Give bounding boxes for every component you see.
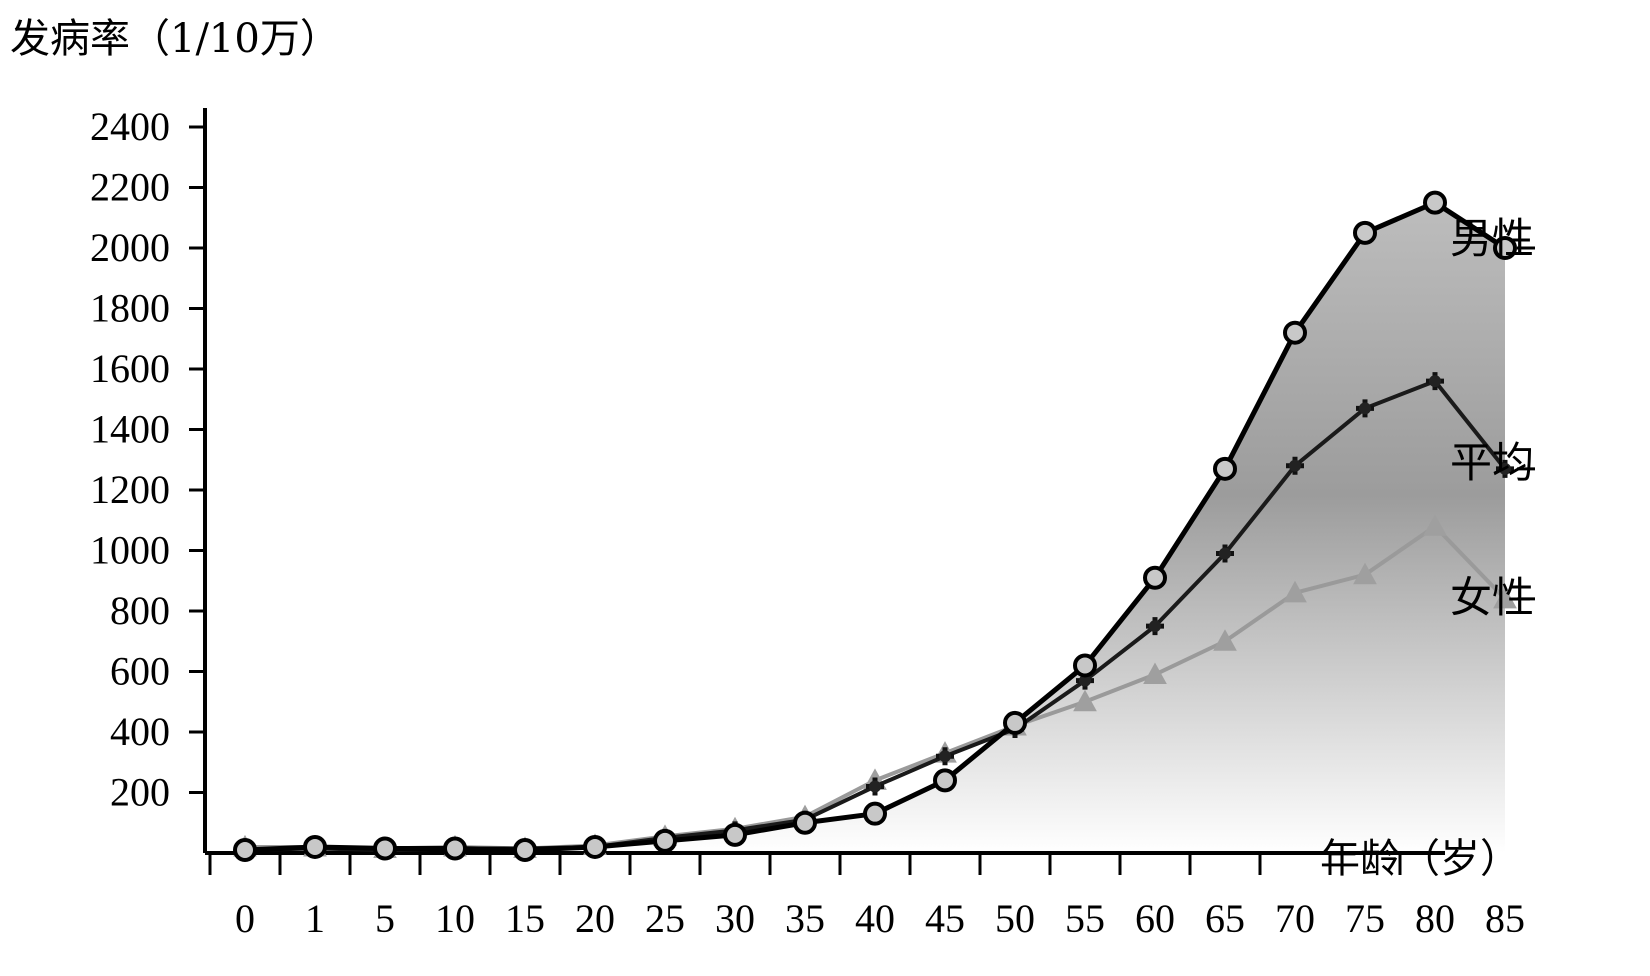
data-point-core: [1219, 547, 1231, 560]
x-tick-label: 45: [925, 896, 965, 941]
x-tick-label: 15: [505, 896, 545, 941]
data-point: [1353, 220, 1377, 245]
y-tick-label: 1600: [90, 346, 170, 391]
x-tick-label: 10: [435, 896, 475, 941]
x-tick-label: 20: [575, 896, 615, 941]
data-point: [863, 801, 887, 826]
data-point: [233, 837, 257, 862]
x-tick-label: 5: [375, 896, 395, 941]
series-label: 平均: [1450, 438, 1534, 487]
y-tick-label: 2000: [90, 225, 170, 270]
x-axis-title: 年龄（岁）: [1320, 836, 1520, 882]
data-point: [373, 836, 397, 861]
y-tick-label: 200: [110, 770, 170, 815]
y-tick-label: 800: [110, 588, 170, 633]
area-fade: [200, 150, 1500, 860]
data-point: [1493, 586, 1517, 609]
x-tick-label: 0: [235, 896, 255, 941]
x-tick-label: 75: [1345, 896, 1385, 941]
data-point: [1353, 562, 1377, 585]
x-tick-label: 55: [1065, 896, 1105, 941]
y-axis-title: 发病率（1/10万）: [10, 16, 340, 62]
x-tick-label: 85: [1485, 896, 1525, 941]
data-point-core: [1079, 674, 1091, 687]
x-tick-label: 60: [1135, 896, 1175, 941]
x-axis-ticks: 0 1 5 10 15 20 25 30 35 40 45 50 55 60 65 70 75 80 85: [208, 853, 1525, 941]
data-point-core: [869, 780, 881, 793]
y-tick-label: 2200: [90, 165, 170, 210]
data-point: [1073, 653, 1097, 678]
data-point: [443, 836, 467, 861]
x-tick-label: 40: [855, 896, 895, 941]
data-point: [1283, 580, 1307, 603]
data-point-core: [1359, 402, 1371, 415]
x-tick-label: 50: [995, 896, 1035, 941]
data-point: [513, 837, 537, 862]
data-point: [1143, 662, 1167, 685]
data-point: [1003, 710, 1027, 735]
y-tick-label: 1200: [90, 467, 170, 512]
y-tick-label: 1400: [90, 407, 170, 452]
x-tick-label: 35: [785, 896, 825, 941]
data-point: [1143, 565, 1167, 590]
shaded-area: [200, 150, 1505, 860]
data-point: [793, 810, 817, 835]
y-axis-ticks: 200 400 600 800 1000 1200 1400 1600 1800 2000 2200…: [90, 104, 205, 815]
y-tick-label: 400: [110, 709, 170, 754]
data-point-core: [1289, 459, 1301, 472]
data-point: [1493, 236, 1517, 260]
axes: [203, 108, 1445, 855]
x-tick-label: 30: [715, 896, 755, 941]
data-point: [1423, 514, 1447, 536]
x-tick-label: 1: [305, 896, 325, 941]
data-point: [1073, 689, 1097, 712]
data-point: [1283, 320, 1307, 345]
x-tick-label: 65: [1205, 896, 1245, 941]
series-0: [233, 190, 1517, 862]
data-point: [653, 828, 677, 853]
y-tick-label: 1000: [90, 528, 170, 573]
y-tick-label: 600: [110, 649, 170, 694]
x-tick-label: 70: [1275, 896, 1315, 941]
data-point-core: [1499, 462, 1511, 475]
data-point-core: [1149, 620, 1161, 633]
data-point: [303, 834, 327, 859]
data-point: [933, 768, 957, 793]
y-tick-label: 2400: [90, 104, 170, 149]
data-point-core: [939, 750, 951, 763]
data-point: [1213, 456, 1237, 481]
data-point: [583, 834, 607, 859]
series: [233, 190, 1517, 862]
y-tick-label: 1800: [90, 286, 170, 331]
series-label: 男性: [1450, 214, 1534, 263]
data-point-core: [1429, 375, 1441, 388]
data-point: [1213, 629, 1237, 651]
data-point: [723, 822, 747, 847]
x-tick-label: 25: [645, 896, 685, 941]
series-label: 女性: [1450, 573, 1534, 622]
x-tick-label: 80: [1415, 896, 1455, 941]
data-point: [1423, 190, 1447, 215]
